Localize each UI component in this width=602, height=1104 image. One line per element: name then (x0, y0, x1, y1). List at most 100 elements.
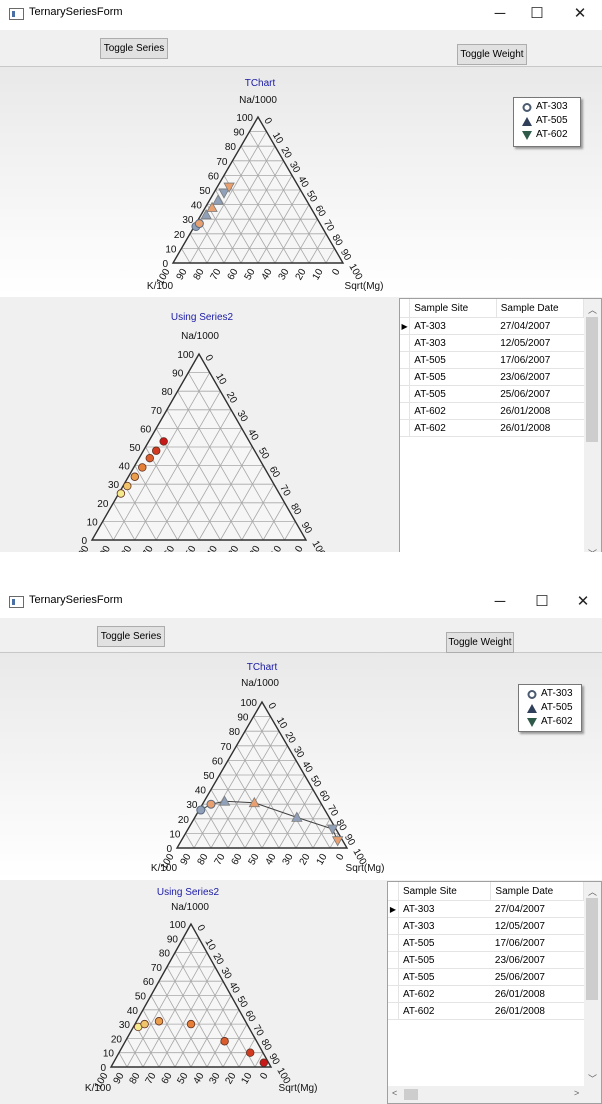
scroll-up-arrow-icon[interactable]: ︿ (588, 305, 598, 315)
table-row[interactable]: AT-505 25/06/2007 (400, 385, 584, 403)
weighted-data-point[interactable] (130, 472, 139, 481)
weighted-data-point[interactable] (140, 1019, 149, 1029)
row-selector[interactable] (400, 351, 411, 369)
data-point-at-303[interactable] (206, 799, 216, 809)
table-cell[interactable]: AT-602 (409, 419, 497, 437)
table-cell[interactable]: 26/01/2008 (496, 419, 584, 437)
data-point-at-505[interactable] (200, 208, 212, 220)
data-point-at-602[interactable] (223, 182, 235, 193)
weighted-data-point[interactable] (159, 437, 168, 446)
title-bar[interactable]: TernarySeriesForm ─ ☐ ✕ (0, 0, 602, 28)
weighted-data-point[interactable] (154, 1017, 164, 1026)
table-cell[interactable]: AT-505 (409, 368, 497, 386)
vertical-scrollbar[interactable]: ︿ ﹀ (584, 882, 601, 1086)
data-point-at-303[interactable] (194, 219, 204, 229)
weighted-data-point[interactable] (220, 1037, 229, 1046)
toggle-weight-button[interactable]: Toggle Weight (446, 632, 514, 653)
table-cell[interactable]: 26/01/2008 (496, 402, 584, 420)
maximize-button[interactable]: ☐ (530, 5, 544, 22)
minimize-button[interactable]: ─ (494, 5, 506, 22)
samples-grid[interactable]: Sample Site Sample Date ▶ AT-303 27/04/2007 A… (399, 298, 602, 552)
legend-item[interactable]: AT-303 (519, 687, 581, 701)
data-point-at-602[interactable] (331, 836, 344, 847)
table-row[interactable]: ▶ AT-303 27/04/2007 (388, 900, 584, 918)
row-selector[interactable] (388, 917, 399, 935)
horizontal-scroll-thumb[interactable] (404, 1089, 418, 1100)
close-button[interactable]: ✕ (573, 5, 587, 22)
toggle-weight-button[interactable]: Toggle Weight (457, 44, 527, 65)
column-header[interactable]: Sample Site (398, 882, 492, 901)
table-cell[interactable]: 27/04/2007 (490, 900, 584, 918)
close-button[interactable]: ✕ (576, 593, 590, 610)
table-cell[interactable]: 26/01/2008 (490, 1002, 584, 1020)
table-cell[interactable]: AT-303 (409, 334, 497, 352)
column-header[interactable]: Sample Date (496, 299, 585, 318)
table-cell[interactable]: AT-505 (398, 951, 491, 969)
table-row[interactable]: AT-602 26/01/2008 (388, 1002, 584, 1020)
maximize-button[interactable]: ☐ (535, 593, 549, 610)
row-selector[interactable]: ▶ (388, 900, 399, 918)
weighted-data-point[interactable] (116, 489, 126, 498)
weighted-data-point[interactable] (186, 1019, 196, 1029)
vertical-scrollbar[interactable]: ︿ ﹀ (584, 299, 601, 552)
horizontal-scrollbar[interactable]: < > (388, 1086, 601, 1103)
table-cell[interactable]: AT-602 (409, 402, 497, 420)
data-point-at-505[interactable] (248, 796, 261, 808)
weighted-data-point[interactable] (259, 1058, 268, 1067)
row-selector[interactable]: ▶ (400, 317, 411, 335)
vertical-scroll-thumb[interactable] (586, 898, 598, 1000)
row-selector[interactable] (400, 419, 411, 437)
row-selector[interactable] (388, 951, 399, 969)
weighted-data-point[interactable] (123, 481, 132, 491)
data-point-at-602[interactable] (326, 824, 339, 835)
data-point-at-505[interactable] (291, 811, 303, 822)
scroll-up-arrow-icon[interactable]: ︿ (588, 887, 598, 897)
toggle-series-button[interactable]: Toggle Series (100, 38, 168, 59)
table-cell[interactable]: AT-505 (398, 968, 491, 986)
row-selector[interactable] (400, 368, 411, 386)
table-cell[interactable]: 12/05/2007 (490, 917, 584, 935)
legend-item[interactable]: AT-602 (519, 715, 581, 729)
weighted-data-point[interactable] (145, 453, 154, 463)
table-cell[interactable]: AT-602 (398, 985, 491, 1003)
table-row[interactable]: AT-505 23/06/2007 (388, 951, 584, 969)
row-selector[interactable] (388, 1002, 399, 1020)
table-row[interactable]: AT-602 26/01/2008 (400, 402, 584, 420)
table-cell[interactable]: 23/06/2007 (496, 368, 584, 386)
table-cell[interactable]: AT-505 (409, 351, 497, 369)
data-point-at-505[interactable] (206, 201, 218, 212)
table-cell[interactable]: 23/06/2007 (490, 951, 584, 969)
row-selector[interactable] (400, 402, 411, 420)
table-row[interactable]: AT-505 17/06/2007 (388, 934, 584, 952)
table-cell[interactable]: AT-505 (398, 934, 491, 952)
scroll-right-arrow-icon[interactable]: > (574, 1088, 580, 1098)
data-point-at-602[interactable] (218, 188, 230, 199)
legend-item[interactable]: AT-505 (519, 701, 581, 715)
table-cell[interactable]: AT-303 (398, 917, 491, 935)
row-selector[interactable] (388, 985, 399, 1003)
row-selector[interactable] (388, 968, 399, 986)
table-cell[interactable]: 17/06/2007 (496, 351, 584, 369)
table-cell[interactable]: AT-602 (398, 1002, 491, 1020)
table-cell[interactable]: 27/04/2007 (496, 317, 584, 335)
row-selector[interactable] (400, 334, 411, 352)
title-bar[interactable]: TernarySeriesForm ─ ☐ ✕ (0, 588, 602, 616)
table-row[interactable]: AT-303 12/05/2007 (400, 334, 584, 352)
data-point-at-505[interactable] (212, 194, 224, 205)
table-row[interactable]: ▶ AT-303 27/04/2007 (400, 317, 584, 335)
vertical-scroll-thumb[interactable] (586, 317, 598, 442)
table-row[interactable]: AT-505 17/06/2007 (400, 351, 584, 369)
data-point-at-505[interactable] (218, 795, 231, 806)
table-cell[interactable]: 26/01/2008 (490, 985, 584, 1003)
weighted-data-point[interactable] (245, 1048, 255, 1057)
table-cell[interactable]: AT-303 (409, 317, 497, 335)
weighted-data-point[interactable] (151, 446, 161, 455)
table-row[interactable]: AT-505 23/06/2007 (400, 368, 584, 386)
table-row[interactable]: AT-602 26/01/2008 (388, 985, 584, 1003)
legend-item[interactable]: AT-505 (514, 114, 580, 128)
table-row[interactable]: AT-303 12/05/2007 (388, 917, 584, 935)
table-cell[interactable]: 12/05/2007 (496, 334, 584, 352)
row-selector[interactable] (400, 385, 411, 403)
table-row[interactable]: AT-505 25/06/2007 (388, 968, 584, 986)
table-cell[interactable]: 17/06/2007 (490, 934, 584, 952)
